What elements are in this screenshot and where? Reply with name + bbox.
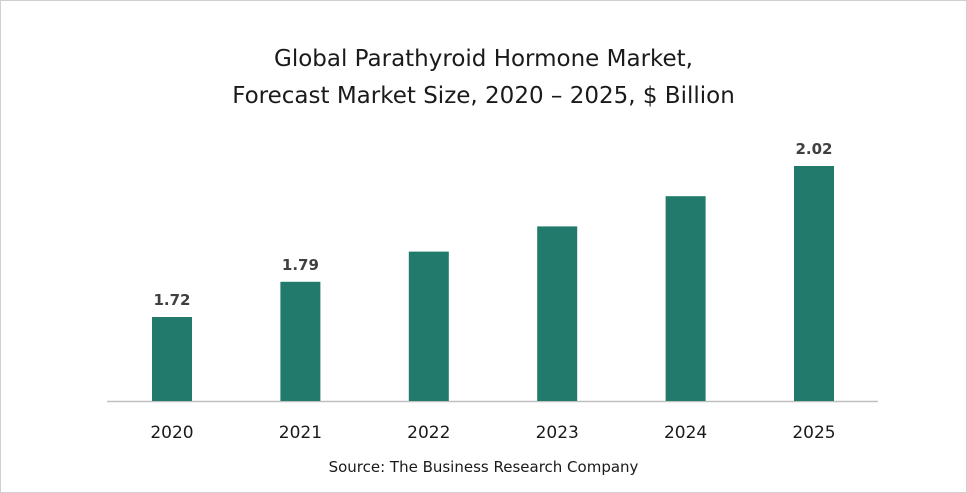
bar-2023 [537,226,578,401]
chart-title-line2: Forecast Market Size, 2020 – 2025, $ Bil… [232,83,735,109]
bar-2020 [152,317,192,401]
bar-2025 [794,166,834,401]
bar-2021 [280,281,321,401]
data-label-2025: 2.02 [795,140,832,158]
source-note: Source: The Business Research Company [328,458,639,476]
x-tick-label-2021: 2021 [279,423,322,443]
x-tick-label-2023: 2023 [536,423,579,443]
bar-2022 [408,251,449,401]
data-label-2021: 1.79 [282,256,319,274]
x-tick-label-2022: 2022 [407,423,450,443]
x-tick-label-2020: 2020 [150,423,193,443]
x-tick-label-2024: 2024 [664,423,707,443]
chart-title-line1: Global Parathyroid Hormone Market, [274,46,693,72]
bar-2024 [665,196,706,401]
x-tick-label-2025: 2025 [792,423,835,443]
data-label-2020: 1.72 [153,291,190,309]
